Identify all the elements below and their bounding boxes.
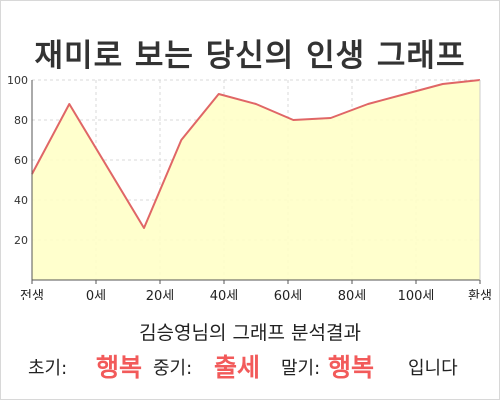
axes: [31, 80, 481, 284]
x-tick-label: 100세: [398, 289, 435, 300]
mid-value: 출세: [214, 353, 261, 382]
y-tick-label: 20: [14, 234, 28, 247]
ending-text: 입니다: [408, 358, 458, 379]
x-tick-label: 전생: [20, 289, 44, 300]
y-tick-label: 80: [14, 114, 28, 127]
x-tick-label: 환생: [468, 289, 492, 300]
late-value: 행복: [328, 353, 375, 382]
x-tick-label: 20세: [146, 289, 175, 300]
x-tick-label: 80세: [338, 289, 367, 300]
y-tick-label: 60: [14, 154, 28, 167]
result-summary: 초기: 행복 중기: 출세 말기: 행복 입니다: [0, 348, 500, 382]
early-value: 행복: [96, 353, 143, 382]
y-tick-labels: 20 40 60 80 100: [7, 74, 28, 247]
x-tick-label: 40세: [210, 289, 239, 300]
mid-label: 중기:: [153, 358, 193, 379]
y-tick-label: 100: [7, 74, 28, 87]
y-tick-label: 40: [14, 194, 28, 207]
result-subtitle: 김승영님의 그래프 분석결과: [139, 322, 361, 344]
x-tick-label: 0세: [86, 289, 106, 300]
area-fill: [32, 80, 480, 280]
series-line: [31, 79, 481, 229]
late-label: 말기:: [281, 358, 321, 379]
life-graph-chart: 20 40 60 80 100 전생 0세 20세 40세 60세 80세 100세 환생: [7, 74, 492, 300]
x-tick-labels: 전생 0세 20세 40세 60세 80세 100세 환생: [20, 289, 492, 300]
early-label: 초기:: [28, 358, 68, 379]
chart-title: 재미로 보는 당신의 인생 그래프: [34, 38, 466, 74]
x-tick-label: 60세: [274, 289, 303, 300]
